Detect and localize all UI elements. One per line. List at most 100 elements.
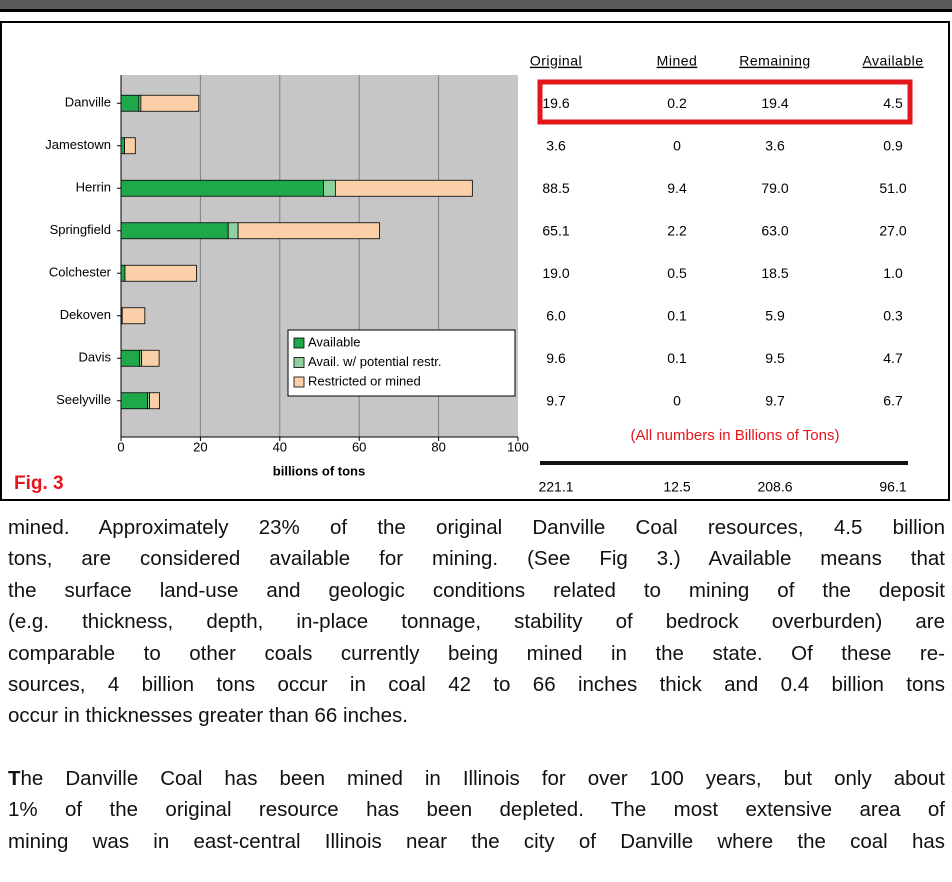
paragraph: mined. Approximately 23% of the original…: [8, 512, 945, 732]
table-cell: 63.0: [761, 222, 788, 238]
total-cell: 221.1: [538, 479, 573, 495]
bar-segment: [120, 137, 125, 155]
table-cell: 6.0: [546, 307, 566, 323]
text-line: mined. Approximately 23% of the original…: [8, 512, 945, 543]
table-cell: 88.5: [542, 180, 569, 196]
x-tick-label: 40: [273, 439, 287, 454]
text-line: (e.g. thickness, depth, in-place tonnage…: [8, 606, 945, 637]
table-cell: 3.6: [765, 137, 785, 153]
drop-letter: T: [8, 766, 21, 790]
table-cell: 9.6: [546, 350, 566, 366]
bar-segment: [120, 349, 141, 367]
table-cell: 4.5: [883, 95, 903, 111]
line-text: mining was in east-central Illinois near…: [8, 829, 945, 853]
bar-segment: [121, 307, 146, 325]
bar-segment: [120, 94, 140, 112]
table-cell: 5.9: [765, 307, 785, 323]
table-cell: 0: [673, 137, 681, 153]
table-cell: 19.6: [542, 95, 569, 111]
text-line: sources, 4 billion tons occur in coal 42…: [8, 669, 945, 700]
line-text: he Danville Coal has been mined in Illin…: [20, 766, 945, 790]
line-text: tons, are considered available for minin…: [8, 547, 945, 571]
table-cell: 27.0: [879, 222, 906, 238]
y-tick-label: Seelyville: [56, 392, 111, 407]
table-cell: 0: [673, 392, 681, 408]
table-cell: 0.1: [667, 350, 687, 366]
total-cell: 208.6: [757, 479, 792, 495]
text-line: comparable to other coals currently bein…: [8, 638, 945, 669]
table-cell: 0.1: [667, 307, 687, 323]
column-header: Available: [862, 53, 923, 69]
bar-segment: [149, 392, 160, 410]
y-tick-label: Herrin: [76, 180, 111, 195]
bar-segment: [323, 179, 336, 197]
x-tick-label: 0: [117, 439, 124, 454]
line-text: the surface land-use and geologic condit…: [8, 578, 945, 602]
table-cell: 0.3: [883, 307, 903, 323]
table-cell: 9.7: [765, 392, 785, 408]
text-line: mining was in east-central Illinois near…: [8, 826, 945, 857]
y-tick-label: Davis: [78, 350, 111, 365]
body-text: mined. Approximately 23% of the original…: [8, 512, 945, 857]
table-cell: 19.4: [761, 95, 788, 111]
bar-segment: [237, 222, 380, 240]
text-line: the surface land-use and geologic condit…: [8, 575, 945, 606]
line-text: 1% of the original resource has been dep…: [8, 798, 945, 822]
bar-segment: [141, 349, 160, 367]
legend-swatch: [293, 337, 305, 349]
legend-label: Available: [308, 334, 361, 349]
table-cell: 65.1: [542, 222, 569, 238]
bar-segment: [124, 137, 136, 155]
y-tick-label: Jamestown: [45, 137, 111, 152]
table-cell: 6.7: [883, 392, 903, 408]
bar-segment: [120, 392, 148, 410]
table-cell: 9.7: [546, 392, 566, 408]
y-tick-label: Colchester: [49, 265, 112, 280]
total-rule: [540, 461, 908, 465]
legend-swatch: [293, 376, 305, 388]
text-line: 1% of the original resource has been dep…: [8, 794, 945, 825]
bar-segment: [227, 222, 239, 240]
text-line: occur in thicknesses greater than 66 inc…: [8, 700, 945, 731]
top-bar: [0, 0, 952, 10]
table-cell: 9.5: [765, 350, 785, 366]
legend-label: Avail. w/ potential restr.: [308, 354, 441, 369]
table-cell: 4.7: [883, 350, 903, 366]
line-text: mined. Approximately 23% of the original…: [8, 516, 945, 539]
column-header: Remaining: [739, 53, 810, 69]
table-cell: 51.0: [879, 180, 906, 196]
x-tick-label: 80: [431, 439, 445, 454]
x-tick-label: 20: [193, 439, 207, 454]
table-cell: 0.2: [667, 95, 687, 111]
top-rule: [0, 9, 952, 12]
legend-swatch: [293, 357, 305, 368]
text-line: tons, are considered available for minin…: [8, 543, 945, 574]
legend-box: [287, 329, 516, 397]
column-header: Original: [530, 53, 582, 69]
figure: Fig. 3 billions of tons 0 20 40 60 80 100 Danv…: [0, 0, 952, 501]
table-note: (All numbers in Billions of Tons): [631, 427, 840, 444]
x-tick-label: 100: [507, 439, 529, 454]
highlight-box: [537, 79, 913, 125]
paragraph: The Danville Coal has been mined in Illi…: [8, 763, 945, 857]
y-tick-label: Springfield: [50, 222, 111, 237]
table-cell: 18.5: [761, 265, 788, 281]
table-cell: 3.6: [546, 137, 566, 153]
table-cell: 9.4: [667, 180, 687, 196]
text-line: The Danville Coal has been mined in Illi…: [8, 763, 945, 794]
total-cell: 96.1: [879, 479, 906, 495]
bar-segment: [124, 264, 197, 282]
y-tick-label: Dekoven: [60, 307, 111, 322]
bar-segment: [140, 94, 200, 112]
table-cell: 79.0: [761, 180, 788, 196]
bar-segment: [120, 264, 126, 282]
table-cell: 19.0: [542, 265, 569, 281]
bar-segment: [120, 222, 229, 240]
bar-segment: [120, 179, 324, 197]
figure-label: Fig. 3: [14, 473, 64, 494]
table-cell: 2.2: [667, 222, 687, 238]
line-text: (e.g. thickness, depth, in-place tonnage…: [8, 610, 945, 634]
table-cell: 0.9: [883, 137, 903, 153]
bar-segment: [334, 179, 473, 197]
